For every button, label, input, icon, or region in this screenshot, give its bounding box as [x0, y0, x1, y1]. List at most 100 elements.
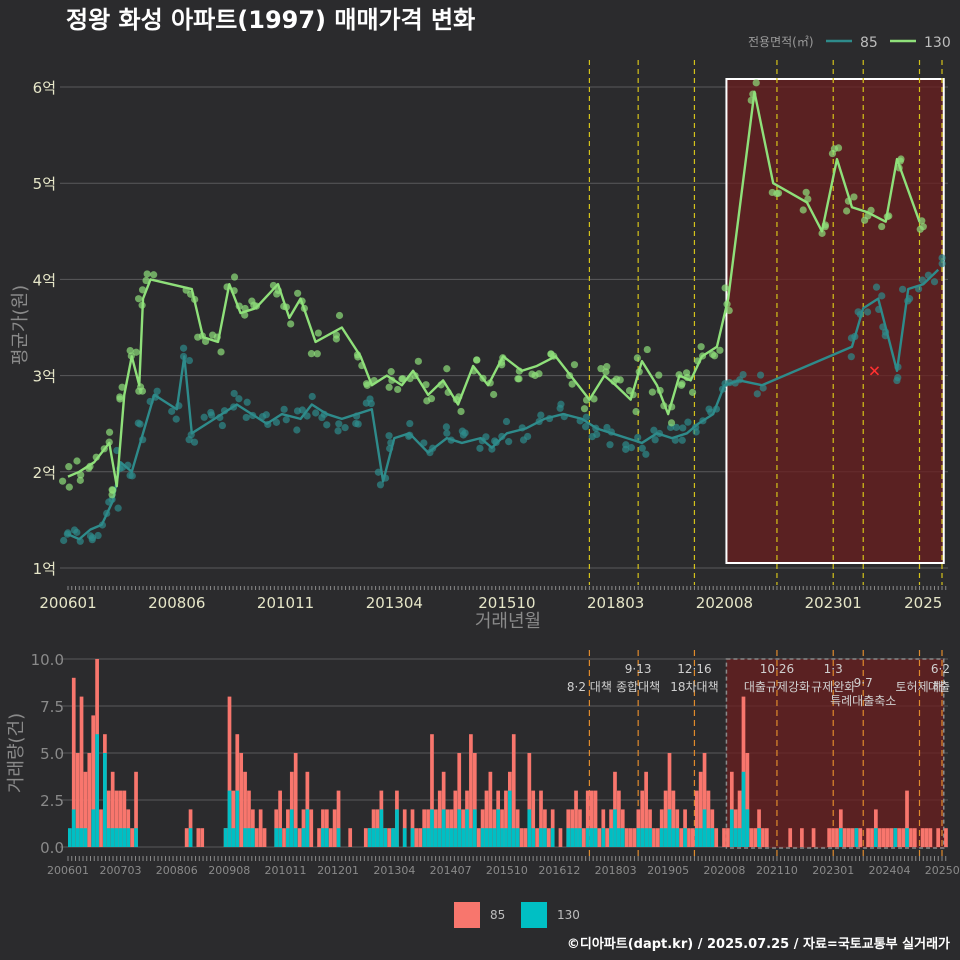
bar-85 [764, 828, 769, 847]
bar-130 [488, 828, 493, 847]
bar-130 [118, 828, 123, 847]
scatter-point [878, 292, 886, 300]
scatter-point [207, 411, 216, 419]
bar-85 [687, 828, 691, 847]
bar-130 [585, 828, 590, 847]
bar-85 [698, 771, 703, 847]
scatter-point [834, 144, 843, 152]
bar-130 [91, 809, 96, 847]
scatter-point [294, 289, 302, 297]
scatter-point [721, 284, 729, 292]
bar-130 [68, 828, 72, 847]
bar-85 [511, 734, 516, 847]
x-tick-label: 200601 [47, 864, 89, 877]
scatter-point [799, 206, 807, 214]
bar-130 [395, 809, 399, 847]
annotation-label: 토허제 해 [895, 680, 943, 694]
legend-bottom-130-swatch [521, 902, 547, 928]
bar-130 [733, 828, 738, 847]
annotation-date: 12·16 [677, 662, 711, 676]
bar-85 [504, 790, 508, 847]
scatter-point [280, 405, 288, 413]
x-tick-label: 201510 [486, 864, 528, 877]
bar-85 [488, 771, 493, 847]
bar-85 [469, 734, 473, 847]
bar-130 [469, 828, 473, 847]
bar-130 [710, 828, 715, 847]
bar-130 [422, 828, 427, 847]
bar-130 [235, 790, 240, 847]
annotation-date: 6·2 [931, 662, 950, 676]
scatter-point [443, 365, 451, 373]
bar-85 [418, 828, 423, 847]
bar-85 [118, 790, 123, 847]
x-minor-ticks-bottom [67, 856, 947, 861]
bar-85 [737, 790, 742, 847]
scatter-point [642, 450, 650, 458]
scatter-point [582, 413, 590, 421]
bar-130 [570, 828, 574, 847]
bar-85 [363, 828, 368, 847]
bar-130 [671, 828, 676, 847]
bar-130 [324, 828, 329, 847]
scatter-point [622, 445, 630, 453]
bar-85 [655, 828, 660, 847]
y-tick-label: 5억 [33, 175, 56, 193]
scatter-point [332, 335, 340, 343]
scatter-point [116, 393, 124, 401]
scatter-point [582, 423, 590, 431]
bar-85 [328, 828, 333, 847]
bar-85 [262, 828, 267, 847]
scatter-point [616, 376, 624, 384]
bar-85 [877, 828, 882, 847]
bar-130 [566, 828, 571, 847]
bar-130 [75, 828, 80, 847]
scatter-point [65, 483, 73, 491]
bar-85 [889, 828, 894, 847]
scatter-point [847, 353, 855, 361]
bar-85 [928, 828, 933, 847]
scatter-point [442, 423, 450, 431]
series-85-scatter [60, 254, 946, 545]
x-tick-label: 202008 [703, 864, 745, 877]
bar-85 [624, 828, 629, 847]
y-tick-label: 2억 [33, 464, 56, 482]
scatter-point [753, 390, 761, 398]
scatter-point [537, 411, 545, 419]
bar-130 [461, 828, 465, 847]
scatter-point [126, 471, 134, 480]
scatter-point [443, 429, 451, 437]
bar-85 [122, 790, 127, 847]
marker-x [869, 366, 880, 376]
scatter-point [242, 413, 250, 422]
bar-130 [617, 828, 621, 847]
scatter-point [899, 285, 907, 293]
annotation-label: 대출 [928, 680, 950, 694]
bar-85 [99, 809, 103, 847]
bar-85 [726, 828, 730, 847]
bar-130 [480, 828, 485, 847]
scatter-point [678, 436, 686, 444]
price-chart: 1억 2억 3억 4억 5억 6억 200601 200806 201011 201304 2015… [10, 60, 948, 632]
bar-85 [332, 809, 337, 847]
bar-130 [305, 809, 310, 847]
x-tick-label: 201201 [317, 864, 359, 877]
scatter-point [153, 387, 161, 395]
bar-85 [667, 753, 672, 847]
bar-85 [453, 790, 458, 847]
scatter-point [76, 476, 84, 484]
scatter-point [217, 348, 225, 356]
scatter-point [568, 380, 576, 388]
bar-85 [523, 828, 528, 847]
bar-130 [531, 828, 536, 847]
scatter-point [313, 350, 321, 358]
bar-85 [239, 753, 244, 847]
bar-130 [383, 828, 388, 847]
scatter-point [138, 286, 147, 294]
y-tick-label: 4억 [33, 271, 56, 289]
bar-130 [527, 809, 532, 847]
x-tick-label: 200703 [100, 864, 142, 877]
scatter-point [603, 423, 611, 432]
bar-85 [909, 828, 913, 847]
scatter-point [312, 409, 320, 417]
